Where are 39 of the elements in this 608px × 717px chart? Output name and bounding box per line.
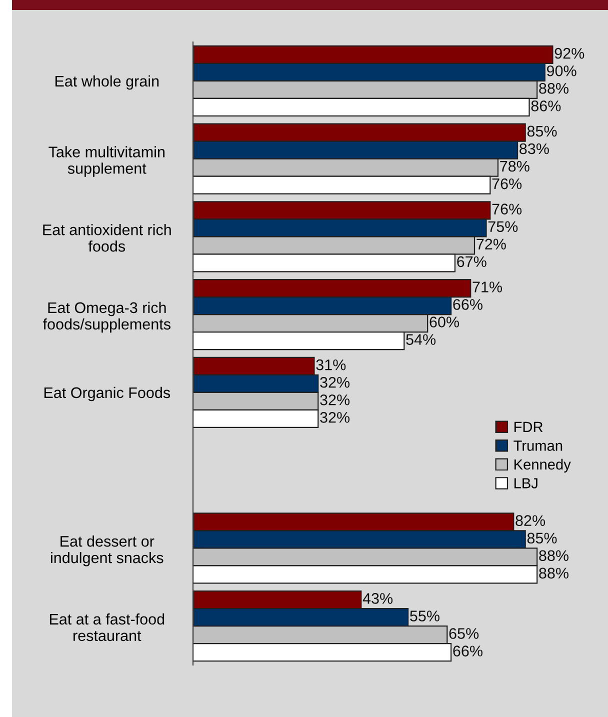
y-tick-label: Eat Organic Foods bbox=[44, 386, 170, 402]
data-label: 32% bbox=[320, 412, 350, 423]
legend-label: Truman bbox=[514, 440, 562, 451]
data-label: 85% bbox=[527, 126, 557, 137]
y-tick-label: Eat dessert or indulgent snacks bbox=[51, 536, 164, 566]
legend-label: Kennedy bbox=[514, 458, 571, 473]
data-label: 90% bbox=[546, 65, 576, 76]
y-tick-label: Eat whole grain bbox=[55, 75, 159, 90]
data-label: 88% bbox=[539, 550, 568, 562]
data-label: 32% bbox=[320, 394, 350, 406]
data-label: 76% bbox=[492, 178, 522, 190]
data-label: 43% bbox=[362, 593, 393, 604]
data-label: 65% bbox=[449, 628, 479, 639]
y-tick-label: Eat at a fast-food restaurant bbox=[50, 613, 164, 642]
data-label: 60% bbox=[430, 316, 460, 328]
y-tick-label: Eat antioxident rich foods bbox=[43, 224, 171, 252]
data-label: 31% bbox=[316, 359, 346, 370]
data-label: 92% bbox=[554, 48, 584, 59]
data-label: 86% bbox=[531, 100, 561, 112]
data-label: 54% bbox=[406, 334, 436, 345]
data-label: 78% bbox=[500, 160, 530, 172]
data-label: 72% bbox=[476, 238, 506, 250]
y-tick-label: Take multivitamin supplement bbox=[48, 146, 164, 177]
data-label: 55% bbox=[410, 610, 440, 622]
data-label: 75% bbox=[488, 221, 518, 232]
data-label: 88% bbox=[539, 568, 568, 579]
legend-label: FDR bbox=[514, 422, 543, 432]
data-label: 76% bbox=[492, 204, 522, 215]
data-label: 67% bbox=[457, 256, 486, 268]
data-label: 85% bbox=[527, 532, 557, 544]
data-label: 83% bbox=[520, 143, 549, 154]
data-label: 82% bbox=[516, 515, 546, 526]
legend-label: LBJ bbox=[514, 478, 538, 488]
data-label: 88% bbox=[539, 82, 568, 94]
y-tick-label: Eat Omega-3 rich foods/supplements bbox=[42, 302, 170, 333]
data-label: 66% bbox=[453, 646, 482, 656]
data-label: 66% bbox=[453, 299, 482, 310]
data-label: 71% bbox=[472, 282, 502, 292]
data-label: 32% bbox=[320, 376, 350, 388]
